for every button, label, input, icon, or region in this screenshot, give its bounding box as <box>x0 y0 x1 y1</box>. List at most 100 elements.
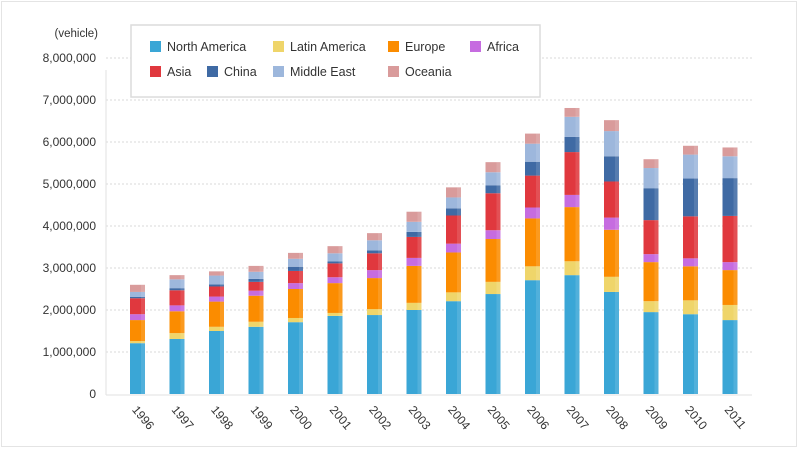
bar-segment-latin-america <box>564 261 580 276</box>
bar-segment-north-america <box>485 294 501 394</box>
legend-label: Europe <box>405 40 445 54</box>
bar-stack-2008 <box>604 120 619 394</box>
bar-segment-middle-east <box>288 258 303 267</box>
bar-sheen <box>417 211 422 394</box>
y-tick-label: 2,000,000 <box>43 303 97 317</box>
bar-segment-asia <box>564 152 580 195</box>
bar-stack-2001 <box>327 246 343 394</box>
bar-segment-asia <box>288 270 303 284</box>
bar-segment-oceania <box>722 147 738 157</box>
bar-segment-middle-east <box>604 131 619 157</box>
bar-segment-europe <box>564 207 580 262</box>
legend-swatch <box>150 41 161 52</box>
bar-segment-china <box>209 284 224 287</box>
bar-segment-middle-east <box>525 143 540 162</box>
bar-segment-africa <box>248 290 264 296</box>
bar-segment-africa <box>604 217 619 230</box>
legend-label: Latin America <box>290 40 366 54</box>
bar-sheen <box>180 275 185 394</box>
bar-segment-middle-east <box>683 154 698 179</box>
bar-segment-china <box>485 185 501 194</box>
bar-segment-europe <box>604 229 619 277</box>
y-tick-label: 4,000,000 <box>43 219 97 233</box>
legend-item-china: China <box>207 65 257 79</box>
y-tick-label: 6,000,000 <box>43 135 97 149</box>
bar-segment-asia <box>327 263 343 278</box>
bar-segment-north-america <box>604 291 619 394</box>
bar-segment-oceania <box>248 265 264 272</box>
x-tick-label: 2003 <box>406 403 434 433</box>
bar-sheen <box>654 159 659 394</box>
bar-segment-north-america <box>525 280 540 394</box>
bar-segment-europe <box>722 270 738 305</box>
x-tick-label: 1998 <box>208 403 236 433</box>
bar-sheen <box>338 246 343 394</box>
bar-stack-2000 <box>288 252 303 394</box>
bar-segment-middle-east <box>722 156 738 179</box>
bar-segment-africa <box>525 207 540 219</box>
bar-segment-china <box>406 231 422 237</box>
x-tick-label: 2000 <box>287 403 315 433</box>
bar-sheen <box>536 133 540 394</box>
bar-segment-africa <box>406 257 422 266</box>
axes: (vehicle) <box>55 28 752 396</box>
bar-stack-2005 <box>485 162 501 394</box>
bar-segment-north-america <box>406 310 422 394</box>
bar-segment-middle-east <box>564 116 580 137</box>
bar-segment-latin-america <box>209 326 224 331</box>
bar-segment-africa <box>327 277 343 284</box>
bar-segment-oceania <box>643 159 659 169</box>
bar-segment-asia <box>446 215 461 244</box>
legend-label: North America <box>167 40 246 54</box>
bar-segment-latin-america <box>367 309 382 316</box>
legend-item-north-america: North America <box>150 40 246 54</box>
bar-stack-1998 <box>209 271 224 394</box>
legend-label: Asia <box>167 65 191 79</box>
bar-segment-asia <box>130 298 145 315</box>
bar-segment-middle-east <box>130 291 145 297</box>
bar-sheen <box>694 145 698 394</box>
bar-segment-europe <box>169 311 185 334</box>
bar-segment-latin-america <box>485 281 501 295</box>
bar-sheen <box>259 265 264 394</box>
bar-segment-europe <box>525 218 540 267</box>
bar-segment-europe <box>209 301 224 327</box>
bar-segment-africa <box>564 194 580 208</box>
bar-segment-middle-east <box>406 221 422 232</box>
bar-segment-asia <box>604 181 619 218</box>
x-tick-label: 2005 <box>485 403 513 433</box>
x-tick-label: 2002 <box>366 403 394 433</box>
bar-segment-africa <box>169 305 185 312</box>
bar-segment-europe <box>485 239 501 282</box>
legend-swatch <box>470 41 481 52</box>
bar-segment-north-america <box>327 315 343 394</box>
bar-segment-oceania <box>130 284 145 292</box>
bar-segment-africa <box>209 296 224 302</box>
bar-stack-2006 <box>525 133 540 394</box>
bar-segment-oceania <box>564 107 580 117</box>
bars <box>130 107 738 394</box>
legend-swatch <box>388 66 399 77</box>
bar-segment-north-america <box>722 320 738 394</box>
bar-segment-oceania <box>485 162 501 173</box>
bar-segment-china <box>327 261 343 264</box>
bar-segment-north-america <box>248 326 264 394</box>
bar-segment-oceania <box>288 252 303 259</box>
legend-swatch <box>388 41 399 52</box>
bar-segment-asia <box>525 175 540 208</box>
bar-segment-europe <box>683 266 698 301</box>
legend-swatch <box>273 66 284 77</box>
bar-sheen <box>141 284 145 394</box>
x-tick-label: 2008 <box>603 403 631 433</box>
legend: North America Latin America Europe Africa As… <box>130 24 541 98</box>
bar-segment-latin-america <box>604 276 619 292</box>
bar-segment-north-america <box>130 343 145 394</box>
bar-sheen <box>378 233 382 394</box>
bar-segment-europe <box>367 278 382 310</box>
bar-segment-africa <box>367 270 382 279</box>
x-tick-label: 2007 <box>564 403 592 433</box>
legend-item-latin-america: Latin America <box>273 40 366 54</box>
bar-segment-china <box>525 161 540 176</box>
bar-segment-europe <box>446 252 461 293</box>
y-tick-label: 7,000,000 <box>43 93 97 107</box>
